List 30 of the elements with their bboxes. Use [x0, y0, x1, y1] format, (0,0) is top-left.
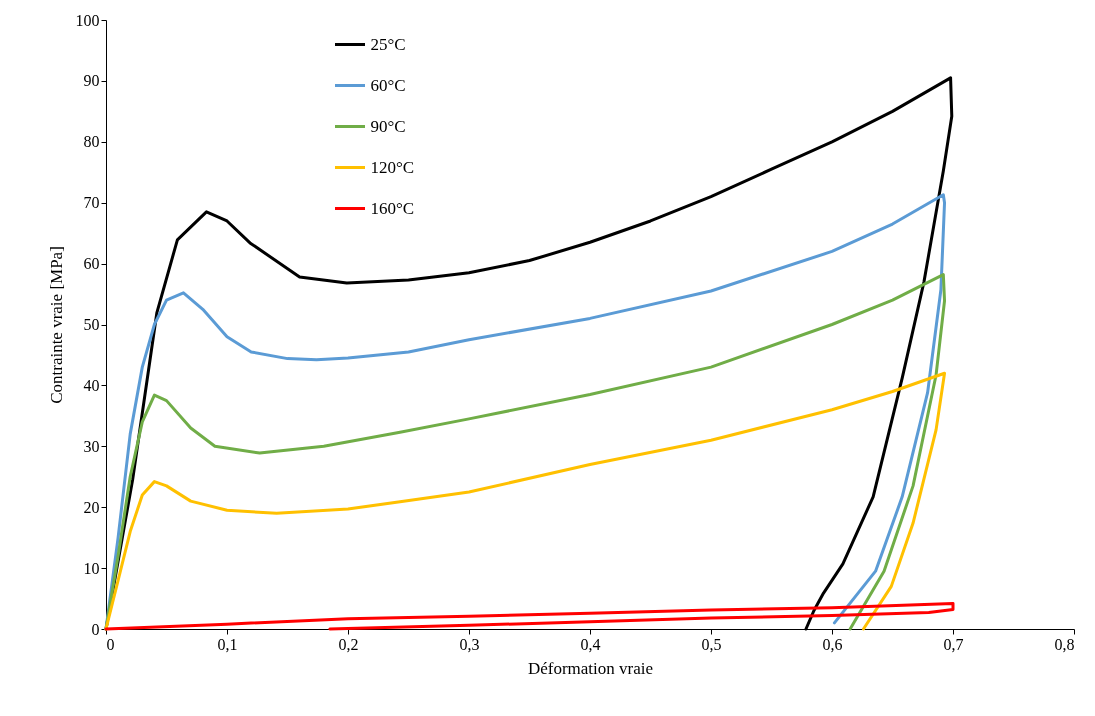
- y-tick-label: 20: [83, 498, 100, 516]
- x-tick-label: 0: [106, 635, 115, 653]
- y-tick-label: 50: [83, 316, 100, 333]
- legend-label: 25°C: [370, 34, 406, 54]
- x-tick-label: 0,7: [943, 635, 964, 653]
- y-tick-label: 80: [83, 133, 100, 151]
- legend-label: 60°C: [370, 75, 406, 95]
- x-tick-label: 0,2: [338, 635, 359, 653]
- legend-label: 90°C: [370, 116, 406, 136]
- y-tick-label: 30: [83, 437, 100, 455]
- line-series: [104, 273, 947, 631]
- y-tick-label: 100: [75, 11, 100, 29]
- line-series: [104, 601, 955, 631]
- y-axis-title: Contrainte vraie [MPa]: [46, 246, 66, 404]
- x-tick-label: 0,1: [217, 635, 238, 653]
- legend-label: 120°C: [370, 157, 415, 177]
- y-tick-label: 0: [91, 620, 100, 638]
- x-tick-label: 0,4: [580, 635, 601, 653]
- line-series: [104, 371, 947, 631]
- x-tick-label: 0,3: [459, 635, 480, 653]
- x-tick-label: 0,8: [1054, 635, 1075, 653]
- y-tick-label: 90: [83, 72, 100, 90]
- legend-label: 160°C: [370, 198, 415, 218]
- x-tick-label: 0,5: [701, 635, 722, 653]
- y-tick-label: 70: [83, 194, 100, 212]
- y-tick-label: 10: [83, 559, 100, 577]
- y-tick-label: 60: [83, 255, 100, 273]
- y-tick-label: 40: [83, 376, 100, 394]
- x-axis-title: Déformation vraie: [527, 658, 654, 678]
- x-tick-label: 0,6: [822, 635, 843, 653]
